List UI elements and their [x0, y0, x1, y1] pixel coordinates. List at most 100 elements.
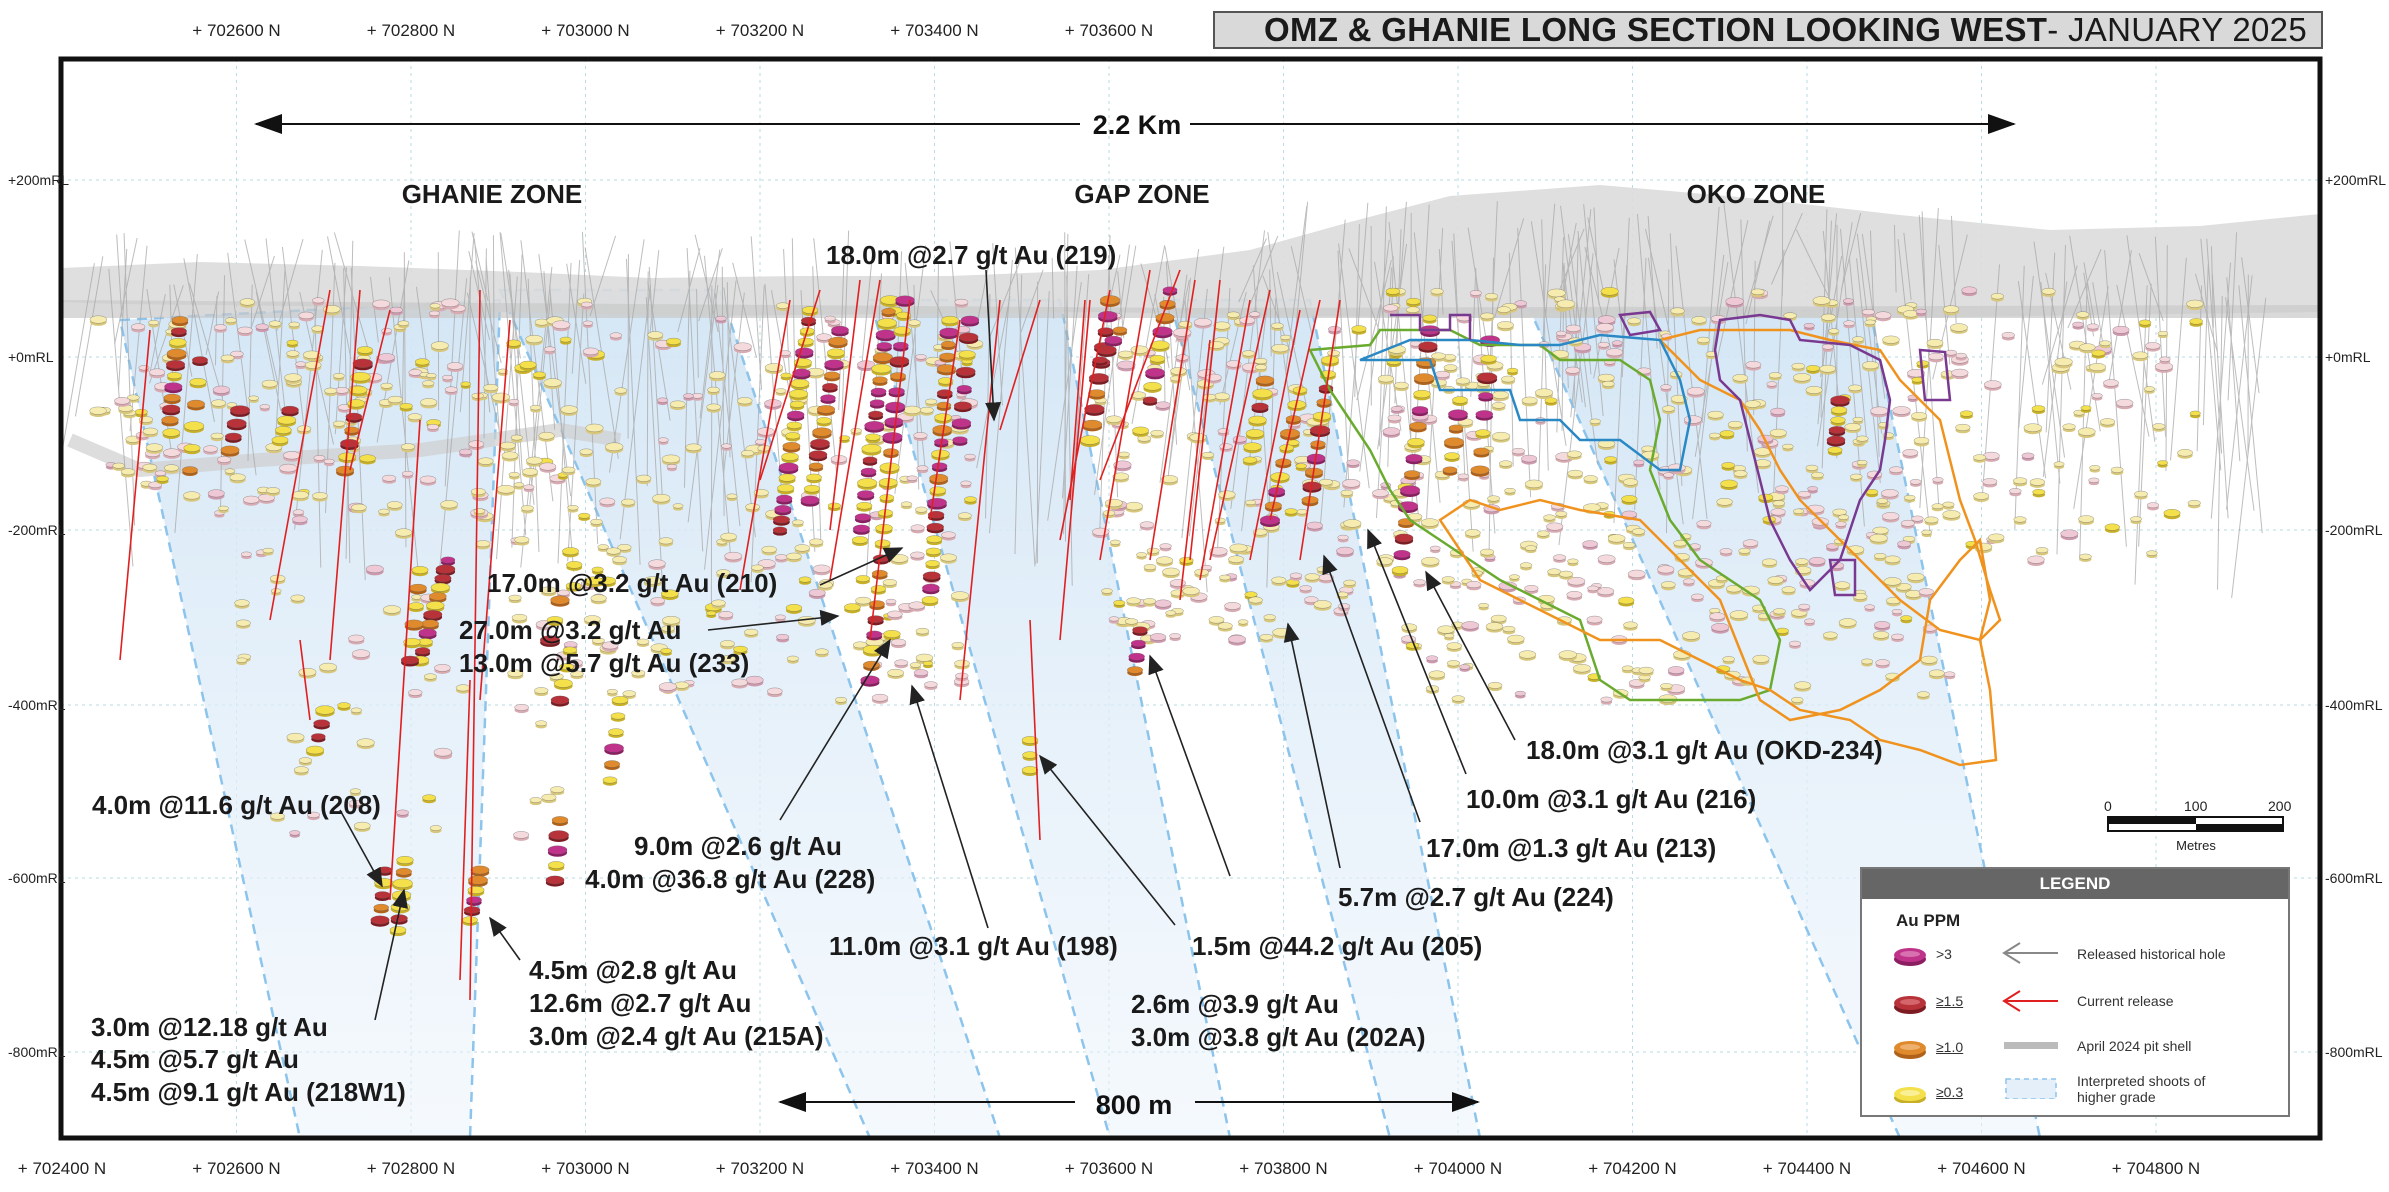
- elevation-label-right: -200mRL: [2325, 522, 2383, 538]
- historical-hole-arrow-icon: [2002, 942, 2058, 964]
- elevation-label-left: -400mRL: [8, 697, 66, 713]
- dimension-2-2km: 2.2 Km: [254, 110, 2016, 140]
- elevation-label-right: +200mRL: [2325, 172, 2386, 188]
- elevation-label-right: -800mRL: [2325, 1044, 2383, 1060]
- intercept-labels: 18.0m @2.7 g/t Au (219) 17.0m @3.2 g/t A…: [91, 240, 1883, 1107]
- bottom-easting-label: + 703200 N: [716, 1159, 804, 1178]
- grade-label-gt3: >3: [1936, 946, 1952, 962]
- grade-disc-ge1-5-icon: [1894, 996, 1926, 1014]
- bottom-easting-label: + 704400 N: [1763, 1159, 1851, 1178]
- bottom-easting-label: + 703600 N: [1065, 1159, 1153, 1178]
- zone-label-ghanie: GHANIE ZONE: [402, 179, 583, 209]
- intercept-233-a: 27.0m @3.2 g/t Au: [459, 615, 681, 645]
- scale-unit: Metres: [2176, 838, 2216, 853]
- grade-disc-icons: [1894, 948, 1926, 1103]
- dimension-800m: 800 m: [778, 1090, 1480, 1120]
- intercept-213: 17.0m @1.3 g/t Au (213): [1426, 833, 1716, 863]
- map-frame: [58, 56, 2323, 1141]
- intercept-224: 5.7m @2.7 g/t Au (224): [1338, 882, 1614, 912]
- zone-label-gap: GAP ZONE: [1074, 179, 1209, 209]
- bottom-easting-label: + 703000 N: [541, 1159, 629, 1178]
- bottom-easting-label: + 704800 N: [2112, 1159, 2200, 1178]
- left-elevation-labels: +200mRL +0mRL -200mRL -400mRL -600mRL -800mRL: [8, 172, 69, 1060]
- scale-bar: 0 100 200 Metres: [2104, 798, 2292, 853]
- grade-label-ge1-0: ≥1.0: [1936, 1039, 1964, 1055]
- intercept-210: 17.0m @3.2 g/t Au (210): [487, 568, 777, 598]
- intercept-215a-a: 4.5m @2.8 g/t Au: [529, 955, 737, 985]
- intercept-219: 18.0m @2.7 g/t Au (219): [826, 240, 1116, 270]
- top-easting-label: + 703000 N: [541, 21, 629, 40]
- dimension-bottom-label: 800 m: [1096, 1090, 1173, 1120]
- elevation-label-left: +0mRL: [8, 349, 54, 365]
- bottom-easting-label: + 702600 N: [192, 1159, 280, 1178]
- intercept-208: 4.0m @11.6 g/t Au (208): [92, 790, 381, 820]
- grade-disc-gt3-icon: [1894, 948, 1926, 966]
- intercept-218w1-c: 4.5m @9.1 g/t Au (218W1): [91, 1077, 406, 1107]
- scale-tick-0: 0: [2104, 798, 2112, 814]
- bottom-easting-label: + 702400 N: [18, 1159, 106, 1178]
- intercept-216: 10.0m @3.1 g/t Au (216): [1466, 784, 1756, 814]
- intercept-218w1-b: 4.5m @5.7 g/t Au: [91, 1044, 299, 1074]
- interpreted-shoots-swatch-icon: [2005, 1078, 2057, 1099]
- scale-tick-100: 100: [2184, 798, 2208, 814]
- bottom-easting-label: + 702800 N: [367, 1159, 455, 1178]
- top-easting-label: + 703400 N: [890, 21, 978, 40]
- assay-discs: [89, 286, 2204, 937]
- legend: LEGEND Au PPM >3 ≥1.5 ≥1.0 ≥0.3 Releas: [1860, 867, 2290, 1117]
- intercept-218w1-a: 3.0m @12.18 g/t Au: [91, 1012, 328, 1042]
- right-elevation-labels: +200mRL +0mRL -200mRL -400mRL -600mRL -800mRL: [2325, 172, 2386, 1060]
- legend-interpreted-shoots: Interpreted shoots of higher grade: [2077, 1073, 2206, 1105]
- current-release-holes: [119, 269, 1341, 1001]
- elevation-label-left: +200mRL: [8, 172, 69, 188]
- top-easting-label: + 703200 N: [716, 21, 804, 40]
- intercept-okd234: 18.0m @3.1 g/t Au (OKD-234): [1526, 735, 1883, 765]
- map-title: OMZ & GHANIE LONG SECTION LOOKING WEST -…: [1213, 11, 2323, 49]
- elevation-label-right: -600mRL: [2325, 870, 2383, 886]
- pit-shell-swatch-icon: [2004, 1042, 2058, 1049]
- bottom-easting-label: + 704600 N: [1937, 1159, 2025, 1178]
- grade-label-ge0-3: ≥0.3: [1936, 1084, 1964, 1100]
- top-easting-labels: + 702600 N + 702800 N + 703000 N + 703200 N…: [192, 21, 1153, 40]
- top-easting-label: + 703600 N: [1065, 21, 1153, 40]
- grade-disc-ge0-3-icon: [1894, 1087, 1926, 1103]
- leader-lines: [339, 269, 1516, 1021]
- scale-tick-200: 200: [2268, 798, 2292, 814]
- legend-historical-hole: Released historical hole: [2077, 946, 2226, 962]
- legend-title: LEGEND: [1862, 869, 2288, 899]
- legend-symbol-icons: [2002, 942, 2058, 1099]
- elevation-label-right: -400mRL: [2325, 697, 2383, 713]
- intercept-228-b: 4.0m @36.8 g/t Au (228): [585, 864, 875, 894]
- intercept-202a-a: 2.6m @3.9 g/t Au: [1131, 989, 1339, 1019]
- intercept-202a-b: 3.0m @3.8 g/t Au (202A): [1131, 1022, 1426, 1052]
- intercept-215a-c: 3.0m @2.4 g/t Au (215A): [529, 1021, 824, 1051]
- intercept-233-b: 13.0m @5.7 g/t Au (233): [459, 648, 749, 678]
- top-easting-label: + 702600 N: [192, 21, 280, 40]
- legend-pit-shell: April 2024 pit shell: [2077, 1038, 2192, 1054]
- elevation-label-left: -600mRL: [8, 870, 66, 886]
- map-title-main: OMZ & GHANIE LONG SECTION LOOKING WEST: [1263, 11, 2048, 48]
- elevation-label-right: +0mRL: [2325, 349, 2371, 365]
- historical-drill-holes: [61, 201, 2267, 605]
- dimension-top-label: 2.2 Km: [1093, 110, 1182, 140]
- intercept-215a-b: 12.6m @2.7 g/t Au: [529, 988, 751, 1018]
- bottom-easting-labels: + 702400 N + 702600 N + 702800 N + 703000 N…: [18, 1159, 2200, 1178]
- zone-outlines: [1308, 310, 2002, 767]
- intercept-228-a: 9.0m @2.6 g/t Au: [634, 831, 842, 861]
- current-release-arrow-icon: [2002, 990, 2058, 1012]
- elevation-label-left: -200mRL: [8, 522, 66, 538]
- zone-labels: GHANIE ZONE GAP ZONE OKO ZONE: [402, 179, 1826, 209]
- legend-subtitle: Au PPM: [1896, 911, 1961, 930]
- zone-label-oko: OKO ZONE: [1687, 179, 1826, 209]
- grade-label-ge1-5: ≥1.5: [1936, 993, 1964, 1009]
- map-title-date: - JANUARY 2025: [2047, 11, 2307, 48]
- bottom-easting-label: + 704200 N: [1588, 1159, 1676, 1178]
- top-easting-label: + 702800 N: [367, 21, 455, 40]
- intercept-198: 11.0m @3.1 g/t Au (198): [829, 931, 1118, 961]
- bottom-easting-label: + 703800 N: [1239, 1159, 1327, 1178]
- legend-current-release: Current release: [2077, 993, 2174, 1009]
- intercept-205: 1.5m @44.2 g/t Au (205): [1192, 931, 1482, 961]
- grade-disc-ge1-0-icon: [1894, 1041, 1926, 1059]
- elevation-label-left: -800mRL: [8, 1044, 66, 1060]
- bottom-easting-label: + 703400 N: [890, 1159, 978, 1178]
- bottom-easting-label: + 704000 N: [1414, 1159, 1502, 1178]
